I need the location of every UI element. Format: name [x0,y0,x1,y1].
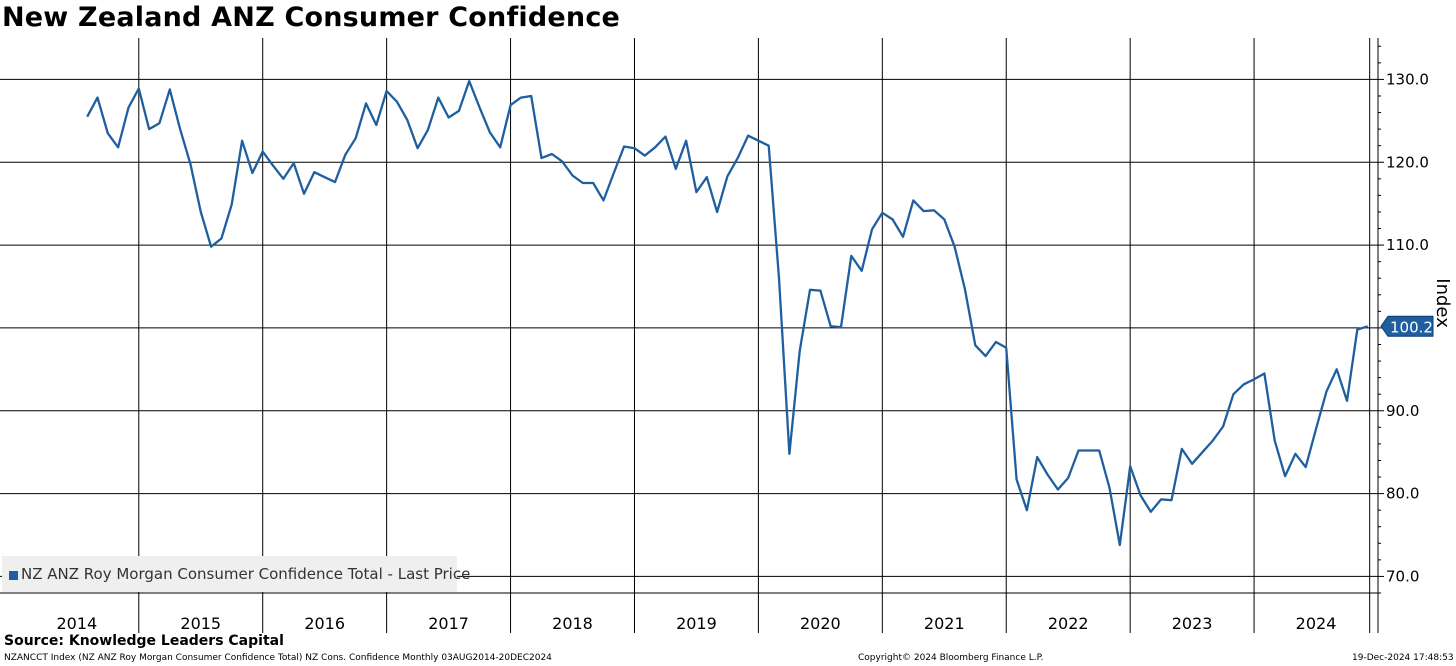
last-value-label: 100.2 [1390,318,1433,336]
legend-swatch [9,571,18,580]
x-tick-label: 2023 [1172,614,1213,633]
copyright-note: Copyright© 2024 Bloomberg Finance L.P. [858,653,1044,663]
ticker-description: NZANCCT Index (NZ ANZ Roy Morgan Consume… [4,653,552,663]
y-tick-label: 130.0 [1386,70,1429,88]
x-tick-label: 2016 [304,614,345,633]
chart-title: New Zealand ANZ Consumer Confidence [2,2,621,33]
x-tick-label: 2022 [1048,614,1089,633]
timestamp: 19-Dec-2024 17:48:53 [1352,653,1454,663]
y-tick-label: 120.0 [1386,153,1429,171]
x-tick-label: 2018 [552,614,593,633]
y-tick-label: 90.0 [1386,402,1419,420]
legend [2,556,457,592]
series-line [86,79,1369,547]
y-tick-label: 110.0 [1386,236,1429,254]
x-tick-label: 2014 [56,614,97,633]
x-tick-label: 2015 [180,614,221,633]
legend-label: NZ ANZ Roy Morgan Consumer Confidence To… [21,565,471,583]
x-tick-label: 2021 [924,614,965,633]
y-tick-label: 80.0 [1386,485,1419,503]
x-tick-label: 2019 [676,614,717,633]
source-note: Source: Knowledge Leaders Capital [4,633,284,649]
x-tick-label: 2017 [428,614,469,633]
x-tick-label: 2020 [800,614,841,633]
last-value-badge [1380,315,1434,337]
y-tick-label: 70.0 [1386,567,1419,585]
y-axis-title: Index [1432,278,1453,328]
x-tick-label: 2024 [1296,614,1337,633]
